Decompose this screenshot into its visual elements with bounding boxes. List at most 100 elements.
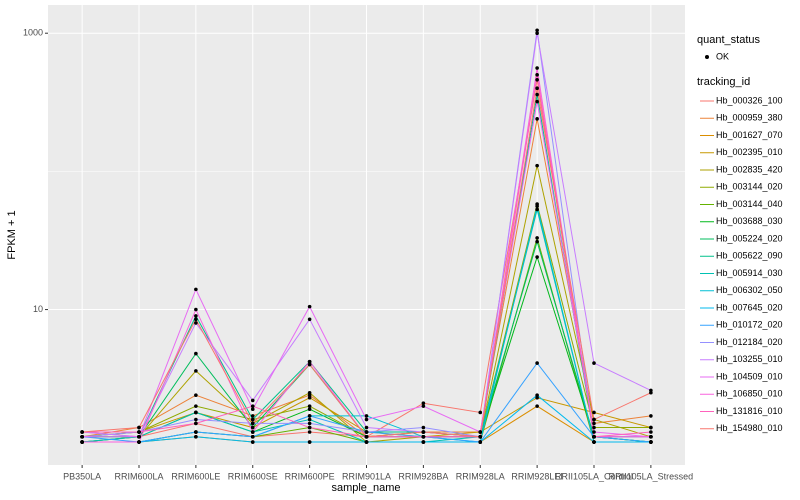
legend-label: OK xyxy=(716,51,729,61)
data-point xyxy=(307,395,312,400)
data-point xyxy=(80,440,84,444)
data-point xyxy=(137,440,141,444)
data-point xyxy=(535,236,539,240)
data-point xyxy=(250,404,255,408)
y-tick-label: 10 xyxy=(33,304,43,314)
data-point xyxy=(307,390,312,395)
data-point xyxy=(421,440,426,444)
legend-label: Hb_106850_010 xyxy=(716,389,783,399)
data-point xyxy=(592,434,596,439)
legend-label: Hb_003688_030 xyxy=(716,216,783,226)
data-point xyxy=(307,430,312,434)
data-point xyxy=(592,410,596,415)
data-point xyxy=(421,430,426,434)
data-point xyxy=(194,287,198,292)
data-point xyxy=(250,430,255,434)
data-point xyxy=(307,425,312,430)
data-point xyxy=(364,430,369,434)
data-point xyxy=(421,404,426,408)
data-point xyxy=(535,361,539,365)
data-point xyxy=(478,440,483,444)
legend-label: Hb_005224_020 xyxy=(716,233,783,243)
data-point xyxy=(250,398,255,403)
data-point xyxy=(535,78,539,82)
data-point xyxy=(364,414,369,418)
data-point xyxy=(421,434,426,439)
data-point xyxy=(535,73,539,77)
data-point xyxy=(194,314,198,318)
data-point xyxy=(535,204,539,208)
y-axis-title: FPKM + 1 xyxy=(6,210,18,259)
data-point xyxy=(307,414,312,418)
legend-label: Hb_005914_030 xyxy=(716,268,783,278)
data-point xyxy=(649,414,653,418)
legend-label: Hb_003144_040 xyxy=(716,199,783,209)
data-point xyxy=(535,395,539,400)
data-point xyxy=(478,410,483,415)
data-point xyxy=(364,425,369,430)
data-point xyxy=(250,434,255,439)
x-tick-label: RRIM600LE xyxy=(171,471,220,481)
data-point xyxy=(535,31,539,36)
data-point xyxy=(194,434,198,439)
data-point xyxy=(535,92,539,97)
data-point xyxy=(80,430,84,434)
data-point xyxy=(535,255,539,259)
data-point xyxy=(194,321,198,325)
data-point xyxy=(307,317,312,322)
legend-label: Hb_000959_380 xyxy=(716,113,783,123)
data-point xyxy=(649,434,653,439)
legend-title: quant_status xyxy=(697,34,760,46)
data-point xyxy=(364,440,369,444)
data-point xyxy=(592,430,596,434)
legend-label: Hb_103255_010 xyxy=(716,354,783,364)
legend-title: tracking_id xyxy=(697,76,750,88)
data-point xyxy=(194,369,198,373)
data-point xyxy=(80,434,84,439)
data-point xyxy=(649,430,653,434)
data-point xyxy=(535,239,539,244)
data-point xyxy=(535,99,539,104)
data-point xyxy=(137,430,141,434)
data-point xyxy=(307,359,312,364)
data-point xyxy=(194,410,198,415)
data-point xyxy=(364,417,369,422)
data-point xyxy=(194,393,198,397)
data-point xyxy=(478,430,483,434)
x-axis-title: sample_name xyxy=(331,482,400,494)
data-point xyxy=(194,417,198,422)
x-tick-label: RRII105LA_Control xyxy=(555,471,633,481)
data-point xyxy=(194,351,198,356)
data-point xyxy=(307,404,312,408)
data-point xyxy=(478,434,483,439)
data-point xyxy=(194,307,198,312)
data-point xyxy=(194,317,198,322)
legend-point xyxy=(705,55,709,59)
data-point xyxy=(137,425,141,430)
legend-label: Hb_003144_020 xyxy=(716,182,783,192)
data-point xyxy=(535,86,539,90)
legend-label: Hb_000326_100 xyxy=(716,95,783,105)
data-point xyxy=(250,407,255,412)
data-point xyxy=(592,417,596,422)
legend-label: Hb_001627_070 xyxy=(716,130,783,140)
data-point xyxy=(592,421,596,426)
data-point xyxy=(649,440,653,444)
data-point xyxy=(250,414,255,418)
data-point xyxy=(421,425,426,430)
data-point xyxy=(649,390,653,395)
data-point xyxy=(535,393,539,397)
data-point xyxy=(649,425,653,430)
data-point xyxy=(592,361,596,365)
data-point xyxy=(535,404,539,408)
data-point xyxy=(194,430,198,434)
x-tick-label: RRIM600PE xyxy=(285,471,335,481)
legend-label: Hb_131816_010 xyxy=(716,406,783,416)
data-point xyxy=(307,417,312,422)
data-point xyxy=(592,425,596,430)
legend-label: Hb_154980_010 xyxy=(716,423,783,433)
data-point xyxy=(307,362,312,367)
y-tick-label: 1000 xyxy=(23,28,43,38)
data-point xyxy=(250,425,255,430)
